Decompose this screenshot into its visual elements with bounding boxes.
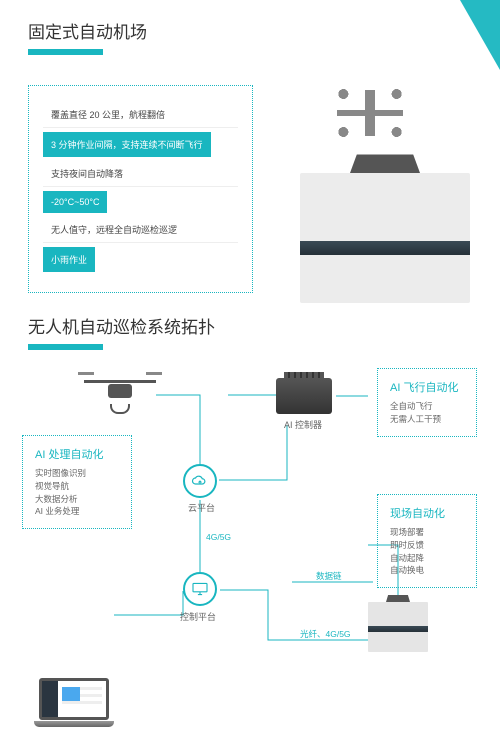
ai-flight-title: AI 飞行自动化 xyxy=(390,379,464,395)
ai-controller-icon xyxy=(276,378,332,414)
data-link-label: 数据链 xyxy=(316,570,342,582)
section2-title: 无人机自动巡检系统拓扑 xyxy=(28,313,472,338)
station-node-icon xyxy=(368,602,428,652)
onsite-box: 现场自动化 现场部署即时反馈自动起降自动换电 xyxy=(377,494,477,588)
corner-accent xyxy=(460,0,500,70)
spec-row: 3 分钟作业间隔，支持连续不间断飞行 xyxy=(43,132,211,157)
info-line: 现场部署 xyxy=(390,526,464,539)
spec-row: -20°C~50°C xyxy=(43,191,107,213)
spec-box: 覆盖直径 20 公里，航程翻倍 3 分钟作业间隔，支持连续不间断飞行支持夜间自动降… xyxy=(28,85,253,293)
info-line: 无需人工干预 xyxy=(390,413,464,426)
ai-proc-title: AI 处理自动化 xyxy=(35,446,119,462)
laptop-icon xyxy=(34,678,114,730)
info-line: 视觉导航 xyxy=(35,480,119,493)
link-4g5g-label: 4G/5G xyxy=(206,532,231,542)
control-platform-icon xyxy=(183,572,217,606)
drone-icon xyxy=(335,88,405,138)
station-icon xyxy=(300,173,470,303)
onsite-title: 现场自动化 xyxy=(390,505,464,521)
info-line: 即时反馈 xyxy=(390,539,464,552)
spec-row: 支持夜间自动降落 xyxy=(43,161,238,187)
fixed-station-section: 固定式自动机场 覆盖直径 20 公里，航程翻倍 3 分钟作业间隔，支持连续不间断飞… xyxy=(0,0,500,293)
spec-row: 无人值守，远程全自动巡检巡逻 xyxy=(43,217,238,243)
info-line: 实时图像识别 xyxy=(35,467,119,480)
info-line: 全自动飞行 xyxy=(390,400,464,413)
spec-row: 小雨作业 xyxy=(43,247,95,272)
cloud-label: 云平台 xyxy=(188,501,215,514)
info-line: 自动起降 xyxy=(390,552,464,565)
section1-title: 固定式自动机场 xyxy=(28,18,472,43)
title-underline-2 xyxy=(28,344,103,350)
fiber-link-label: 光纤、4G/5G xyxy=(300,628,351,640)
ai-processing-box: AI 处理自动化 实时图像识别视觉导航大数据分析AI 业务处理 xyxy=(22,435,132,529)
cloud-node-icon xyxy=(183,464,217,498)
title-underline xyxy=(28,49,103,55)
control-platform-label: 控制平台 xyxy=(180,610,216,623)
info-line: 自动换电 xyxy=(390,564,464,577)
ai-controller-label: AI 控制器 xyxy=(284,418,322,431)
ai-flight-box: AI 飞行自动化 全自动飞行无需人工干预 xyxy=(377,368,477,437)
info-line: AI 业务处理 xyxy=(35,505,119,518)
spec-row: 覆盖直径 20 公里，航程翻倍 xyxy=(43,102,238,128)
topology-diagram: .w{stroke:#19b6c0;stroke-width:1;fill:no… xyxy=(28,370,472,670)
info-line: 大数据分析 xyxy=(35,493,119,506)
product-illustration xyxy=(300,88,470,308)
drone-node-icon xyxy=(84,374,156,414)
topology-section: 无人机自动巡检系统拓扑 .w{stroke:#19b6c0;stroke-wid… xyxy=(0,293,500,670)
